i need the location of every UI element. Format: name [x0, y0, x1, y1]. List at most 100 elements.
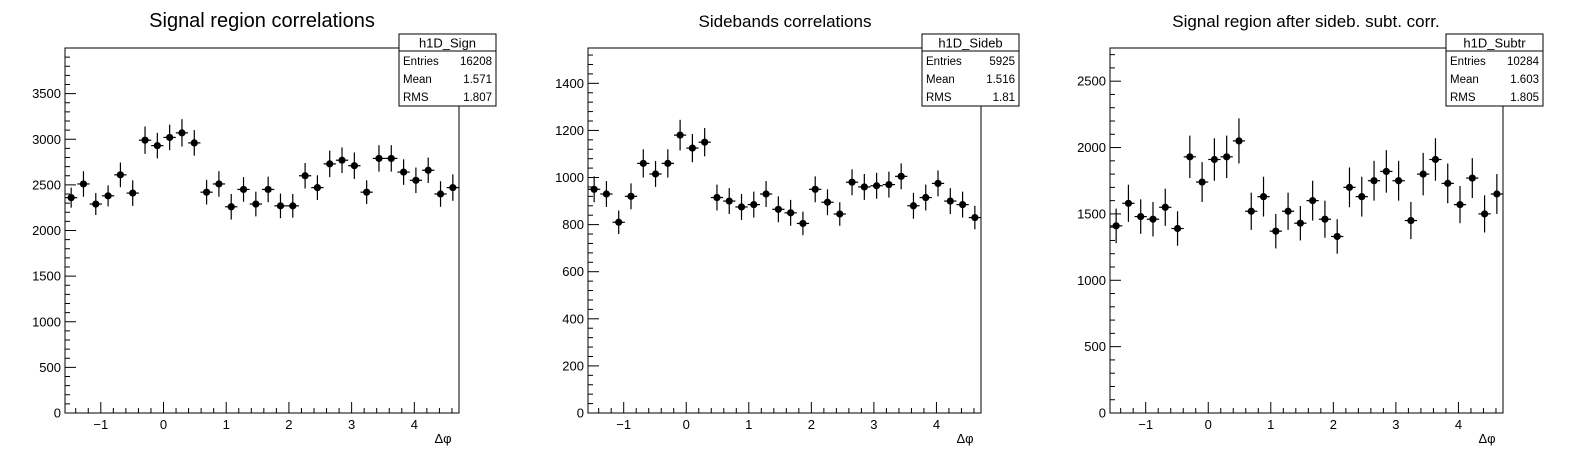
data-point — [1122, 184, 1135, 222]
y-tick-label: 400 — [562, 311, 584, 326]
data-point — [372, 145, 386, 172]
x-tick-label: 2 — [285, 417, 292, 432]
data-point — [188, 130, 201, 156]
data-marker — [1309, 197, 1317, 205]
data-marker — [190, 139, 198, 147]
data-point — [1478, 195, 1491, 233]
y-tick-label: 2000 — [1077, 140, 1106, 155]
data-marker — [725, 197, 733, 205]
data-point — [323, 150, 336, 178]
data-marker — [239, 185, 248, 194]
data-point — [1466, 158, 1479, 198]
data-point — [225, 194, 238, 220]
data-point — [1380, 150, 1393, 193]
data-marker — [922, 193, 930, 202]
y-tick-label: 2500 — [32, 177, 61, 192]
data-point — [809, 176, 822, 203]
stats-value: 1.603 — [1510, 74, 1539, 86]
data-point — [895, 163, 908, 190]
data-point — [274, 193, 287, 219]
data-point — [1355, 176, 1368, 217]
data-point — [1318, 200, 1332, 238]
stats-box: h1D_Subtr Entries 10284 Mean 1.603 RMS 1.805 — [1445, 33, 1544, 107]
data-point — [637, 149, 650, 178]
data-point — [360, 180, 373, 205]
data-point — [89, 193, 102, 215]
data-marker — [1186, 153, 1194, 161]
data-marker — [897, 172, 905, 180]
data-marker — [363, 188, 371, 196]
data-marker — [1321, 215, 1329, 223]
data-marker — [909, 202, 918, 210]
y-tick-label: 1400 — [555, 76, 584, 91]
chart-title: Signal region after sideb. subt. corr. — [1172, 12, 1439, 31]
data-point — [624, 183, 638, 210]
data-marker — [590, 185, 598, 193]
stats-value: 1.516 — [986, 74, 1015, 86]
y-tick-label: 0 — [577, 406, 584, 421]
y-tick-label: 600 — [562, 264, 584, 279]
data-point — [77, 171, 90, 197]
data-point — [335, 147, 349, 174]
data-marker — [651, 170, 660, 178]
data-marker — [375, 154, 383, 163]
x-tick-label: −1 — [1138, 417, 1153, 432]
x-tick-label: 4 — [411, 417, 418, 432]
stats-box: h1D_Sideb Entries 5925 Mean 1.516 RMS 1.81 — [921, 33, 1020, 107]
stats-key: Mean — [1450, 74, 1479, 86]
data-point — [833, 202, 846, 226]
data-marker — [129, 189, 137, 197]
x-tick-label: 3 — [870, 417, 877, 432]
stats-box: h1D_Sign Entries 16208 Mean 1.571 RMS 1.807 — [398, 33, 497, 107]
data-point — [311, 175, 324, 200]
data-point — [237, 177, 250, 202]
data-marker — [1124, 199, 1133, 207]
data-point — [175, 119, 189, 147]
data-point — [409, 167, 423, 194]
data-marker — [1419, 170, 1427, 178]
y-tick-label: 3500 — [32, 86, 61, 101]
x-tick-label: 0 — [683, 417, 690, 432]
chart-title: Signal region correlations — [149, 10, 375, 32]
y-tick-label: 1500 — [32, 269, 61, 284]
data-point — [286, 194, 299, 218]
x-tick-label: 4 — [1455, 417, 1462, 432]
data-marker — [688, 144, 696, 152]
stats-hist-name: h1D_Subtr — [1463, 36, 1526, 51]
data-point — [101, 185, 115, 207]
data-point — [348, 152, 361, 179]
data-marker — [1407, 216, 1415, 225]
x-tick-label: −1 — [93, 417, 108, 432]
data-marker — [289, 202, 297, 210]
stats-value: 16208 — [460, 56, 492, 68]
data-marker — [104, 192, 112, 200]
data-marker — [399, 168, 408, 176]
y-tick-label: 200 — [562, 358, 584, 373]
data-point — [588, 176, 601, 203]
data-marker — [449, 184, 457, 192]
data-marker — [1345, 183, 1354, 191]
data-marker — [1235, 137, 1243, 145]
y-tick-label: 1500 — [1077, 206, 1106, 221]
data-marker — [1161, 203, 1169, 211]
data-point — [446, 174, 459, 201]
data-marker — [141, 136, 149, 144]
data-marker — [67, 194, 75, 202]
data-point — [151, 132, 164, 159]
stats-box-frame — [398, 33, 497, 107]
data-marker — [774, 205, 782, 213]
data-point — [882, 171, 896, 198]
plot-frame — [1109, 47, 1504, 414]
data-marker — [301, 172, 309, 180]
data-point — [1245, 192, 1258, 230]
data-marker — [1456, 201, 1464, 209]
data-marker — [1284, 207, 1292, 215]
data-marker — [701, 138, 709, 146]
chart-panel-2: Sidebands correlations −1 0 1 2 3 4 0 200 400 600 8… — [555, 12, 1020, 446]
data-point — [249, 191, 262, 217]
data-marker — [1395, 177, 1403, 185]
data-point — [1367, 160, 1381, 201]
y-tick-label: 500 — [39, 360, 61, 375]
data-marker — [276, 202, 285, 210]
data-marker — [627, 192, 635, 200]
